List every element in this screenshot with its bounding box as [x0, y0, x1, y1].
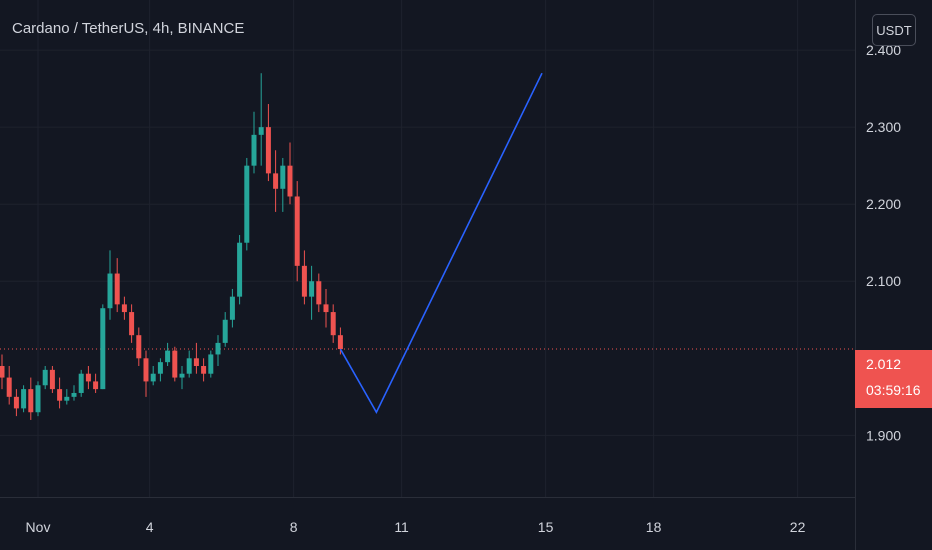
candle-body: [229, 296, 235, 320]
candle-body: [186, 358, 192, 374]
candle-body: [316, 281, 322, 305]
price-tick-label: 2.400: [866, 42, 901, 58]
candle-body: [6, 377, 12, 397]
last-price-label: 2.012: [866, 356, 902, 372]
candle-body: [165, 350, 171, 363]
candle-body: [71, 392, 77, 397]
candle-body: [222, 319, 228, 343]
price-tick-label: 2.200: [866, 196, 901, 212]
candle-body: [172, 350, 178, 378]
candle-body: [121, 304, 127, 313]
candle-body: [258, 127, 264, 135]
candle-body: [49, 369, 55, 390]
candle-body: [143, 358, 149, 382]
candle-body: [244, 165, 250, 243]
candle-body: [208, 354, 214, 374]
candle-body: [179, 373, 185, 378]
candle-body: [201, 366, 207, 374]
price-axis-separator: [855, 0, 856, 550]
time-axis-separator: [0, 497, 856, 498]
candle-body: [323, 304, 329, 313]
candle-body: [64, 396, 70, 401]
candle-body: [0, 366, 5, 378]
candle-body: [13, 396, 19, 409]
candle-body: [251, 134, 257, 166]
candle-body: [85, 373, 91, 382]
candle-body: [100, 308, 106, 390]
last-price-tag: 2.012 03:59:16: [855, 350, 932, 408]
candle-body: [215, 342, 221, 355]
price-tick-label: 2.300: [866, 119, 901, 135]
bar-countdown-label: 03:59:16: [866, 382, 921, 398]
candle-body: [114, 273, 120, 305]
candle-body: [21, 389, 27, 409]
time-tick-label: 11: [394, 519, 409, 535]
candle-body: [273, 173, 279, 189]
chart-title: Cardano / TetherUS, 4h, BINANCE: [12, 20, 245, 37]
candle-body: [107, 273, 113, 309]
candle-body: [309, 281, 315, 297]
projection-line: [339, 72, 543, 414]
candle-body: [28, 389, 34, 413]
time-tick-label: 4: [146, 519, 154, 535]
candle-body: [157, 362, 163, 374]
candle-body: [78, 373, 84, 393]
candle-body: [337, 335, 343, 350]
candle-body: [57, 389, 63, 401]
candle-body: [265, 127, 271, 174]
candle-body: [129, 312, 135, 336]
candle-body: [42, 369, 48, 386]
price-tick-label: 2.100: [866, 273, 901, 289]
time-tick-label: Nov: [26, 519, 51, 535]
time-tick-label: 15: [538, 519, 554, 535]
candle-body: [330, 312, 336, 336]
candle-body: [237, 242, 243, 297]
candle-body: [193, 358, 199, 367]
candle-body: [136, 335, 142, 359]
candle-body: [301, 265, 307, 297]
candle-body: [280, 165, 286, 189]
candle-body: [150, 373, 156, 382]
time-tick-label: 8: [290, 519, 298, 535]
candle-body: [35, 385, 41, 413]
currency-button[interactable]: USDT: [872, 14, 916, 46]
price-tick-label: 1.900: [866, 427, 901, 443]
candle-body: [294, 196, 300, 266]
time-tick-label: 18: [646, 519, 662, 535]
candle-body: [287, 165, 293, 197]
candle-body: [93, 381, 99, 390]
time-tick-label: 22: [790, 519, 806, 535]
